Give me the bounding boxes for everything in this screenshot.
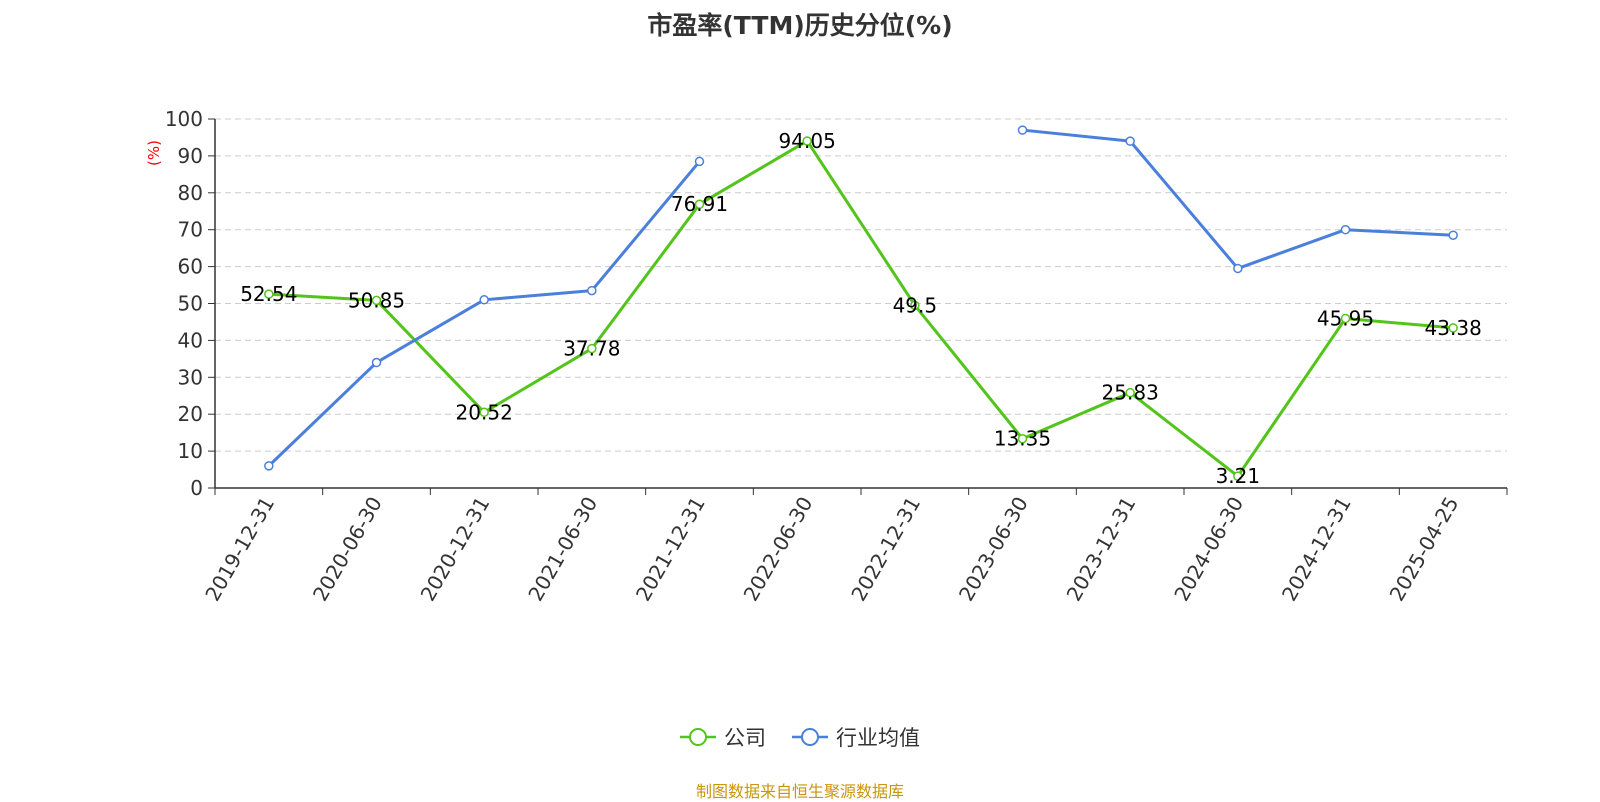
x-tick-label: 2023-06-30 — [954, 493, 1033, 606]
data-point-company — [910, 300, 920, 311]
x-tick-label: 2024-12-31 — [1277, 493, 1356, 606]
legend-item-industry[interactable]: 行业均值 — [792, 722, 920, 752]
data-point-company — [1340, 313, 1351, 324]
y-tick-label: 80 — [178, 181, 203, 205]
data-point-industry — [587, 285, 597, 296]
y-tick-label: 90 — [178, 144, 203, 168]
data-label-company: 43.38 — [1425, 316, 1482, 340]
y-tick-label: 50 — [178, 292, 203, 316]
data-label-company: 45.95 — [1317, 306, 1374, 330]
y-tick-label: 70 — [178, 218, 203, 242]
x-tick-label: 2022-12-31 — [846, 492, 925, 605]
data-point-industry — [1448, 230, 1458, 240]
data-point-company — [1448, 323, 1458, 333]
data-point-company — [802, 136, 812, 146]
data-label-company: 25.83 — [1102, 381, 1159, 405]
y-tick-label: 100 — [165, 107, 203, 131]
data-point-industry — [264, 461, 274, 471]
data-label-company: 49.5 — [893, 293, 938, 317]
series-line-company — [268, 139, 1454, 478]
series-line-industry — [1022, 128, 1454, 270]
x-tick-label: 2019-12-31 — [200, 493, 279, 606]
chart-title: 市盈率(TTM)历史分位(%) — [647, 11, 953, 40]
data-label-company: 50.85 — [348, 288, 405, 312]
data-point-company — [1017, 433, 1028, 444]
y-tick-label: 40 — [178, 328, 203, 352]
data-point-company — [371, 295, 382, 306]
data-point-industry — [694, 156, 705, 167]
data-point-company — [479, 407, 489, 418]
data-point-industry — [1233, 263, 1243, 274]
legend: 公司 行业均值 — [0, 722, 1600, 752]
x-tick-label: 2024-06-30 — [1169, 493, 1248, 606]
x-tick-label: 2023-12-31 — [1062, 493, 1141, 606]
y-tick-label: 0 — [190, 476, 203, 500]
data-label-company: 3.21 — [1216, 464, 1261, 488]
data-point-industry — [371, 357, 382, 368]
x-tick-label: 2021-12-31 — [631, 493, 710, 606]
x-tick-label: 2021-06-30 — [523, 493, 602, 606]
x-tick-label: 2020-06-30 — [308, 493, 387, 606]
footer-source: 制图数据来自恒生聚源数据库 — [695, 782, 904, 801]
data-label-company: 76.91 — [671, 192, 728, 216]
data-label-company: 13.35 — [994, 427, 1051, 451]
x-tick-label: 2022-06-30 — [739, 493, 818, 606]
data-point-company — [587, 343, 597, 354]
y-tick-label: 20 — [178, 402, 203, 426]
legend-item-company[interactable]: 公司 — [680, 722, 766, 752]
legend-line-company-icon — [680, 728, 716, 746]
y-tick-label: 30 — [178, 365, 203, 389]
data-point-industry — [1125, 136, 1135, 146]
y-tick-label: 60 — [178, 255, 203, 279]
data-label-company: 20.52 — [456, 400, 513, 424]
x-tick-label: 2025-04-25 — [1385, 493, 1464, 606]
y-tick-label: 10 — [178, 439, 203, 463]
data-point-industry — [479, 295, 489, 305]
data-point-company — [694, 199, 705, 209]
y-axis-label: (%) — [145, 140, 163, 166]
legend-label-company: 公司 — [724, 726, 766, 750]
data-label-company: 37.78 — [563, 337, 620, 361]
data-point-industry — [1017, 125, 1028, 135]
data-point-company — [264, 289, 274, 299]
data-point-company — [1125, 387, 1135, 398]
legend-label-industry: 行业均值 — [836, 726, 920, 750]
data-label-company: 94.05 — [779, 129, 836, 153]
data-point-industry — [1340, 224, 1351, 235]
x-tick-label: 2020-12-31 — [416, 492, 495, 605]
legend-line-industry-icon — [792, 728, 828, 746]
data-label-company: 52.54 — [240, 282, 297, 306]
data-point-company — [1233, 471, 1243, 481]
